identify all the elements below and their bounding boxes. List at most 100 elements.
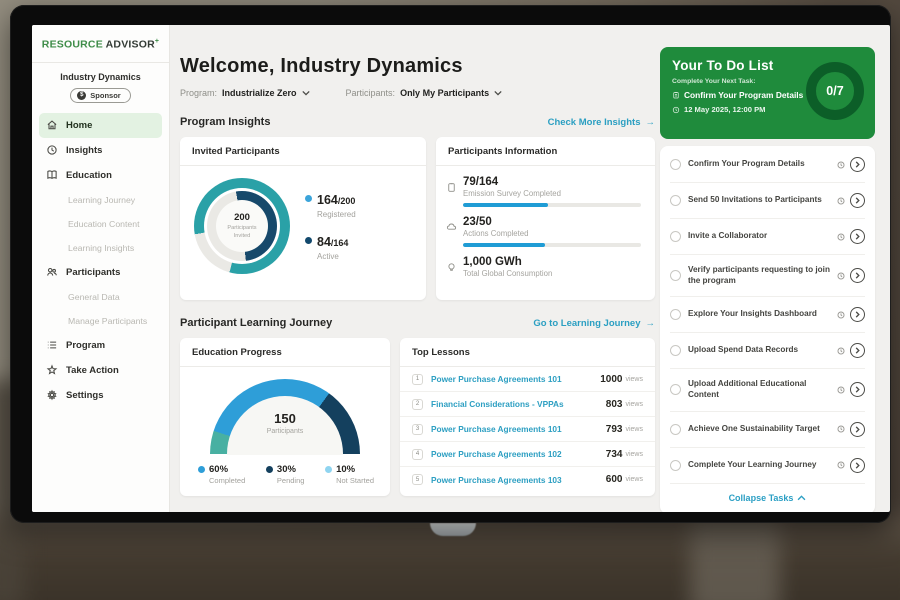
photo-background: RESOURCE ADVISOR+ Industry Dynamics $ Sp… — [0, 0, 900, 600]
gear-icon — [46, 389, 58, 401]
task-go-button[interactable] — [850, 229, 865, 244]
lesson-title-link[interactable]: Power Purchase Agreements 102 — [431, 449, 606, 459]
stat-actions-completed: 23/50 Actions Completed — [446, 216, 641, 247]
task-row[interactable]: Upload Spend Data Records — [670, 333, 865, 369]
lesson-row[interactable]: 3 Power Purchase Agreements 101 793 view… — [400, 417, 655, 442]
stat-label: Actions Completed — [463, 229, 641, 238]
education-progress-card: Education Progress 150 Participants 60 — [180, 338, 390, 496]
sidebar-item-label: Education Content — [68, 219, 139, 229]
chevron-down-icon — [302, 88, 310, 98]
gauge-center-label: Participants — [210, 428, 360, 435]
gauge-legend: 60% Completed 30% Pending 10% Not Starte… — [180, 455, 390, 485]
top-lessons-card: Top Lessons 1 Power Purchase Agreements … — [400, 338, 655, 496]
task-checkbox[interactable] — [670, 231, 681, 242]
home-icon — [46, 119, 58, 131]
lesson-rank: 5 — [412, 474, 423, 485]
task-checkbox[interactable] — [670, 195, 681, 206]
sidebar-item-home[interactable]: Home — [39, 113, 162, 138]
sponsor-badge-icon: $ — [77, 91, 86, 100]
section-title: Program Insights — [180, 116, 270, 128]
insights-cards-row: Invited Participants 200 Participants In… — [180, 137, 655, 300]
task-go-button[interactable] — [850, 268, 865, 283]
org-name: Industry Dynamics — [32, 72, 169, 82]
lesson-title-link[interactable]: Power Purchase Agreements 103 — [431, 475, 606, 485]
card-title: Education Progress — [180, 338, 390, 367]
sidebar-item-label: Settings — [66, 390, 103, 401]
task-row[interactable]: Upload Additional Educational Content — [670, 369, 865, 411]
sidebar-item-learning-insights[interactable]: Learning Insights — [32, 236, 169, 260]
task-go-button[interactable] — [850, 343, 865, 358]
participants-filter-dropdown[interactable]: Participants: Only My Participants — [346, 88, 503, 98]
task-row[interactable]: Complete Your Learning Journey — [670, 448, 865, 484]
task-checkbox[interactable] — [670, 460, 681, 471]
lesson-row[interactable]: 2 Financial Considerations - VPPAs 803 v… — [400, 392, 655, 417]
sidebar-item-education[interactable]: Education — [32, 163, 169, 188]
task-checkbox[interactable] — [670, 309, 681, 320]
clipboard-icon — [672, 91, 680, 99]
task-checkbox[interactable] — [670, 159, 681, 170]
learning-cards-row: Education Progress 150 Participants 60 — [180, 338, 655, 496]
stat-label: Emission Survey Completed — [463, 189, 641, 198]
go-to-learning-journey-link[interactable]: Go to Learning Journey → — [533, 318, 655, 329]
monitor-stand — [430, 523, 476, 536]
lesson-title-link[interactable]: Power Purchase Agreements 101 — [431, 424, 606, 434]
task-go-button[interactable] — [850, 458, 865, 473]
sidebar-item-manage-participants[interactable]: Manage Participants — [32, 309, 169, 333]
filters-row: Program: Industrialize Zero Participants… — [180, 88, 655, 98]
filter-label: Participants: — [346, 88, 396, 98]
sidebar-item-insights[interactable]: Insights — [32, 138, 169, 163]
sidebar: RESOURCE ADVISOR+ Industry Dynamics $ Sp… — [32, 25, 170, 512]
task-checkbox[interactable] — [670, 424, 681, 435]
clock-icon — [672, 106, 680, 114]
invited-participants-donut-chart: 200 Participants Invited — [194, 178, 290, 274]
task-row[interactable]: Send 50 Invitations to Participants — [670, 183, 865, 219]
sidebar-item-participants[interactable]: Participants — [32, 260, 169, 285]
program-filter-dropdown[interactable]: Program: Industrialize Zero — [180, 88, 310, 98]
lesson-row[interactable]: 4 Power Purchase Agreements 102 734 view… — [400, 442, 655, 467]
legend-label: Active — [317, 252, 348, 261]
filter-value: Industrialize Zero — [222, 88, 297, 98]
task-row[interactable]: Confirm Your Program Details — [670, 147, 865, 183]
donut-center: 200 Participants Invited — [216, 200, 268, 252]
app-logo: RESOURCE ADVISOR+ — [32, 38, 169, 51]
task-go-button[interactable] — [850, 307, 865, 322]
lesson-title-link[interactable]: Financial Considerations - VPPAs — [431, 399, 606, 409]
task-go-button[interactable] — [850, 157, 865, 172]
task-row[interactable]: Achieve One Sustainability Target — [670, 412, 865, 448]
sidebar-item-general-data[interactable]: General Data — [32, 285, 169, 309]
page-title: Welcome, Industry Dynamics — [180, 55, 655, 78]
link-label: Go to Learning Journey — [533, 318, 640, 329]
monitor-bezel: RESOURCE ADVISOR+ Industry Dynamics $ Sp… — [10, 5, 891, 523]
task-go-button[interactable] — [850, 382, 865, 397]
task-row[interactable]: Verify participants requesting to join t… — [670, 255, 865, 297]
sidebar-item-education-content[interactable]: Education Content — [32, 212, 169, 236]
legend-label: Not Started — [336, 476, 374, 485]
gauge-center-value: 150 — [210, 411, 360, 426]
task-go-button[interactable] — [850, 422, 865, 437]
chevron-down-icon — [494, 88, 502, 98]
lesson-rank: 2 — [412, 399, 423, 410]
lesson-views: 600 — [606, 474, 623, 485]
task-row[interactable]: Explore Your Insights Dashboard — [670, 297, 865, 333]
lesson-row[interactable]: 1 Power Purchase Agreements 101 1000 vie… — [400, 367, 655, 392]
legend-label: Completed — [209, 476, 245, 485]
task-checkbox[interactable] — [670, 384, 681, 395]
sidebar-item-learning-journey[interactable]: Learning Journey — [32, 188, 169, 212]
legend-item-pending: 30% Pending — [266, 464, 305, 485]
task-checkbox[interactable] — [670, 345, 681, 356]
task-label: Upload Additional Educational Content — [688, 379, 834, 400]
lesson-views-label: views — [625, 401, 643, 408]
lesson-title-link[interactable]: Power Purchase Agreements 101 — [431, 374, 600, 384]
sidebar-item-program[interactable]: Program — [32, 333, 169, 358]
todo-summary-card: Your To Do List Complete Your Next Task:… — [660, 47, 875, 139]
task-checkbox[interactable] — [670, 270, 681, 281]
lesson-row[interactable]: 5 Power Purchase Agreements 103 600 view… — [400, 467, 655, 492]
donut-center-value: 200 — [234, 212, 250, 223]
check-more-insights-link[interactable]: Check More Insights → — [548, 117, 655, 128]
todo-progress-ring: 0/7 — [806, 62, 864, 120]
sidebar-item-take-action[interactable]: Take Action — [32, 358, 169, 383]
task-row[interactable]: Invite a Collaborator — [670, 219, 865, 255]
task-go-button[interactable] — [850, 193, 865, 208]
sidebar-item-settings[interactable]: Settings — [32, 383, 169, 408]
collapse-tasks-link[interactable]: Collapse Tasks — [670, 484, 865, 512]
